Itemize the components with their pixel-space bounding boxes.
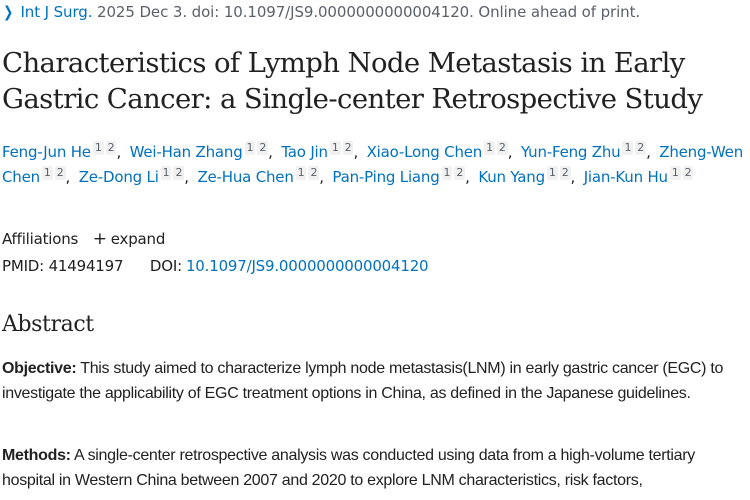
affiliations-row: Affiliations + expand (2, 229, 165, 249)
author-separator: , (353, 143, 359, 161)
author-link[interactable]: Xiao-Long Chen (366, 143, 483, 161)
author-separator: , (646, 143, 651, 161)
doi-link[interactable]: 10.1097/JS9.0000000000004120 (185, 257, 429, 275)
affiliation-ref[interactable]: 2 (454, 166, 466, 180)
author-link[interactable]: Ze-Hua Chen (197, 168, 294, 186)
affiliation-ref[interactable]: 2 (105, 141, 117, 155)
plus-icon: + (92, 229, 107, 249)
citation-line: ❯ Int J Surg. 2025 Dec 3. doi: 10.1097/JS… (2, 3, 640, 21)
identifiers-row: PMID: 41494197 DOI: 10.1097/JS9.000000000… (2, 257, 429, 275)
abstract-methods: Methods: A single-center retrospective a… (2, 443, 750, 493)
affiliation-ref[interactable]: 2 (308, 166, 320, 180)
affiliation-ref[interactable]: 2 (54, 166, 66, 180)
methods-label: Methods: (2, 447, 71, 464)
affiliation-ref[interactable]: 1 (546, 166, 558, 180)
objective-label: Objective: (2, 360, 77, 377)
affiliation-ref[interactable]: 2 (559, 166, 571, 180)
author-separator: , (268, 143, 273, 161)
author-link[interactable]: Jian-Kun Hu (583, 168, 668, 186)
citation-details: 2025 Dec 3. doi: 10.1097/JS9.00000000000… (92, 3, 641, 21)
author-link[interactable]: Tao Jin (281, 143, 328, 161)
affiliation-ref[interactable]: 1 (160, 166, 172, 180)
journal-link[interactable]: Int J Surg. (20, 3, 93, 21)
author-link[interactable]: Pan-Ping Liang (332, 168, 440, 186)
expand-label: expand (110, 230, 166, 248)
methods-text: A single-center retrospective analysis w… (2, 447, 695, 489)
author-separator: , (65, 168, 71, 186)
author-separator: , (507, 143, 513, 161)
chevron-right-icon[interactable]: ❯ (3, 3, 14, 21)
author-link[interactable]: Yun-Feng Zhu (520, 143, 621, 161)
affiliation-ref[interactable]: 1 (622, 141, 634, 155)
affiliation-ref[interactable]: 1 (295, 166, 307, 180)
authors-list: Feng-Jun He 1 2, Wei-Han Zhang 1 2, Tao Jin 1… (2, 140, 750, 190)
affiliation-ref[interactable]: 1 (441, 166, 453, 180)
author-separator: , (570, 168, 576, 186)
affiliation-ref[interactable]: 1 (244, 141, 256, 155)
author-link[interactable]: Ze-Dong Li (78, 168, 159, 186)
author-link[interactable]: Kun Yang (478, 168, 545, 186)
author-link[interactable]: Wei-Han Zhang (129, 143, 243, 161)
affiliation-ref[interactable]: 1 (484, 141, 495, 155)
affiliation-ref[interactable]: 2 (342, 141, 354, 155)
author-separator: , (184, 168, 189, 186)
affiliation-ref[interactable]: 1 (669, 166, 681, 180)
affiliation-ref[interactable]: 2 (257, 141, 269, 155)
affiliation-ref[interactable]: 1 (92, 141, 104, 155)
author-separator: , (116, 143, 122, 161)
affiliation-ref[interactable]: 2 (496, 141, 508, 155)
abstract-objective: Objective: This study aimed to character… (2, 356, 750, 406)
author-link[interactable]: Feng-Jun He (2, 143, 91, 161)
affiliations-label: Affiliations (2, 230, 79, 248)
pmid-label: PMID: (2, 257, 45, 275)
affiliation-ref[interactable]: 1 (329, 141, 341, 155)
objective-text: This study aimed to characterize lymph n… (2, 360, 724, 402)
article-title: Characteristics of Lymph Node Metastasis… (2, 47, 703, 115)
author-separator: , (319, 168, 324, 186)
affiliation-ref[interactable]: 2 (173, 166, 185, 180)
affiliation-ref[interactable]: 1 (41, 166, 53, 180)
author-separator: , (465, 168, 470, 186)
affiliations-expand-button[interactable]: + expand (92, 229, 166, 249)
affiliation-ref[interactable]: 2 (682, 166, 694, 180)
doi-label: DOI: (149, 257, 182, 275)
author-link[interactable]: Zheng-Wen Chen (2, 143, 743, 186)
pmid-value: 41494197 (48, 257, 124, 275)
affiliation-ref[interactable]: 2 (635, 141, 647, 155)
abstract-heading: Abstract (2, 312, 94, 337)
